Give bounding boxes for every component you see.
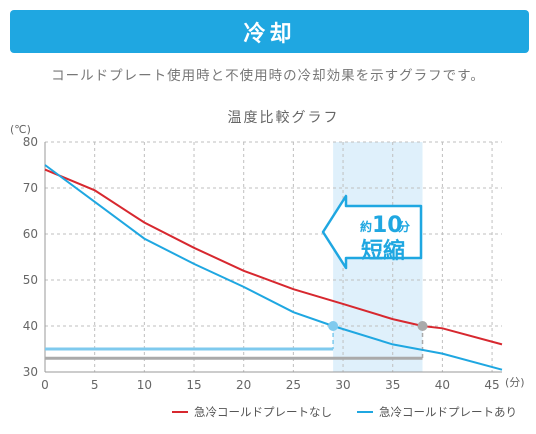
y-tick-label: 40 xyxy=(23,319,38,333)
y-tick-label: 30 xyxy=(23,365,38,379)
shortening-arrow xyxy=(321,194,423,270)
x-tick-label: 0 xyxy=(41,378,49,392)
chart-legend: 急冷コールドプレートなし 急冷コールドプレートあり xyxy=(172,404,536,424)
x-tick-label: 10 xyxy=(137,378,152,392)
x-tick-label: 45 xyxy=(484,378,499,392)
x-tick-label: 30 xyxy=(335,378,350,392)
x-tick-label: 35 xyxy=(385,378,400,392)
header-bar: 冷却 xyxy=(10,10,529,53)
marker-point xyxy=(328,321,339,331)
annotation-unit: 分 xyxy=(398,219,410,234)
x-tick-label: 15 xyxy=(186,378,201,392)
x-tick-label: 20 xyxy=(236,378,251,392)
y-tick-label: 50 xyxy=(23,273,38,287)
annotation-label: 短縮 xyxy=(361,238,405,264)
x-tick-label: 5 xyxy=(91,378,99,392)
legend-label-with-plate: 急冷コールドプレートあり xyxy=(379,405,517,419)
legend-item-without-plate: 急冷コールドプレートなし xyxy=(172,404,332,420)
header-title: 冷却 xyxy=(243,21,296,47)
legend-swatch-without-plate xyxy=(172,411,188,413)
chart-description: コールドプレート使用時と不使用時の冷却効果を示すグラフです。 xyxy=(51,68,485,84)
marker-point xyxy=(417,321,428,331)
series-line-without-plate xyxy=(44,168,503,346)
x-tick-label: 25 xyxy=(286,378,301,392)
y-tick-label: 70 xyxy=(23,181,38,195)
legend-item-with-plate: 急冷コールドプレートあり xyxy=(357,404,517,420)
annotation-number: 10 xyxy=(372,213,403,238)
series-line-with-plate xyxy=(44,164,503,371)
chart-title: 温度比較グラフ xyxy=(228,110,340,126)
legend-label-without-plate: 急冷コールドプレートなし xyxy=(194,405,332,419)
annotation-prefix: 約 xyxy=(360,219,372,234)
legend-swatch-with-plate xyxy=(357,411,373,413)
x-axis-unit: (分) xyxy=(505,376,525,389)
y-axis-unit: (℃) xyxy=(10,123,31,136)
y-tick-label: 60 xyxy=(23,227,38,241)
y-tick-label: 80 xyxy=(23,135,38,149)
x-tick-label: 40 xyxy=(435,378,450,392)
